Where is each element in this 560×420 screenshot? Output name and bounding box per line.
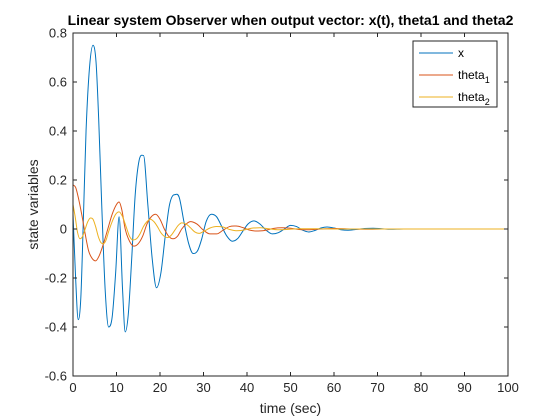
y-tick-label: -0.4 — [45, 320, 67, 335]
x-tick-label: 20 — [153, 380, 167, 395]
x-axis-label: time (sec) — [260, 400, 321, 416]
legend-label-theta2: theta2 — [458, 90, 490, 107]
y-tick-label: 0 — [60, 222, 67, 237]
series-line-theta2 — [72, 204, 508, 245]
legend-subscript: 1 — [485, 75, 490, 85]
legend: x theta1 theta2 — [412, 40, 498, 108]
x-tick-label: 100 — [497, 380, 519, 395]
x-tick-label: 0 — [69, 380, 76, 395]
y-tick-label: 0.4 — [49, 124, 67, 139]
legend-label-theta1: theta1 — [458, 68, 490, 85]
x-tick-label: 90 — [457, 380, 471, 395]
series-line-theta1 — [72, 184, 508, 262]
y-tick-label: -0.6 — [45, 369, 67, 384]
x-tick-label: 40 — [240, 380, 254, 395]
y-tick-label: 0.8 — [49, 26, 67, 41]
y-tick-label: 0.6 — [49, 75, 67, 90]
series-line-x — [72, 44, 508, 333]
x-tick-label: 50 — [283, 380, 297, 395]
chart-title: Linear system Observer when output vecto… — [68, 12, 514, 28]
legend-subscript: 2 — [485, 97, 490, 107]
x-tick-label: 10 — [109, 380, 123, 395]
y-tick-label: 0.2 — [49, 173, 67, 188]
legend-label-x: x — [458, 46, 464, 60]
legend-box — [412, 40, 498, 108]
y-axis-label: state variables — [25, 159, 41, 249]
ticks-layer: 0 10 20 30 40 50 60 70 80 90 100 -0.6 -0.4 -0.2 0 0.2 0.… — [45, 26, 519, 396]
x-tick-label: 60 — [327, 380, 341, 395]
x-tick-label: 70 — [370, 380, 384, 395]
x-tick-label: 30 — [196, 380, 210, 395]
y-tick-label: -0.2 — [45, 271, 67, 286]
x-tick-label: 80 — [414, 380, 428, 395]
series-layer — [72, 44, 508, 333]
